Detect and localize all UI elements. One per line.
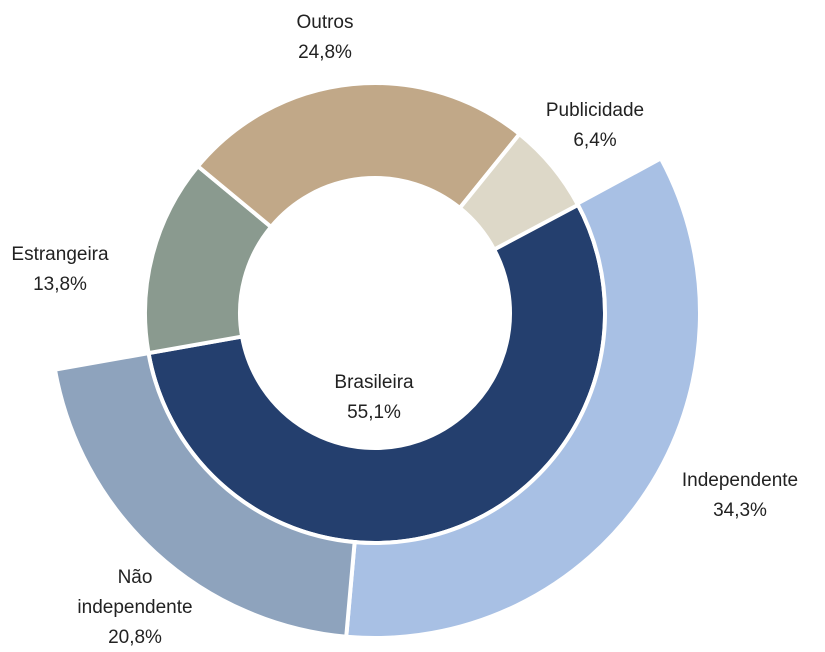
segment-label: Estrangeira [11, 244, 109, 265]
segment-label: Outros [296, 12, 353, 33]
value-label: 55,1% [347, 402, 401, 423]
segment-label: Brasileira [334, 372, 414, 393]
segment-label: Independente [682, 470, 798, 491]
value-label: 24,8% [298, 42, 352, 63]
donut-segment [52, 350, 357, 639]
segment-label: Publicidade [546, 100, 644, 121]
value-label: 13,8% [33, 274, 87, 295]
donut-segment [344, 155, 702, 640]
value-label: 20,8% [108, 627, 162, 648]
value-label: 34,3% [713, 500, 767, 521]
donut-segment [195, 81, 523, 230]
value-label: 6,4% [573, 130, 616, 151]
segment-label: Não independente [77, 567, 192, 618]
